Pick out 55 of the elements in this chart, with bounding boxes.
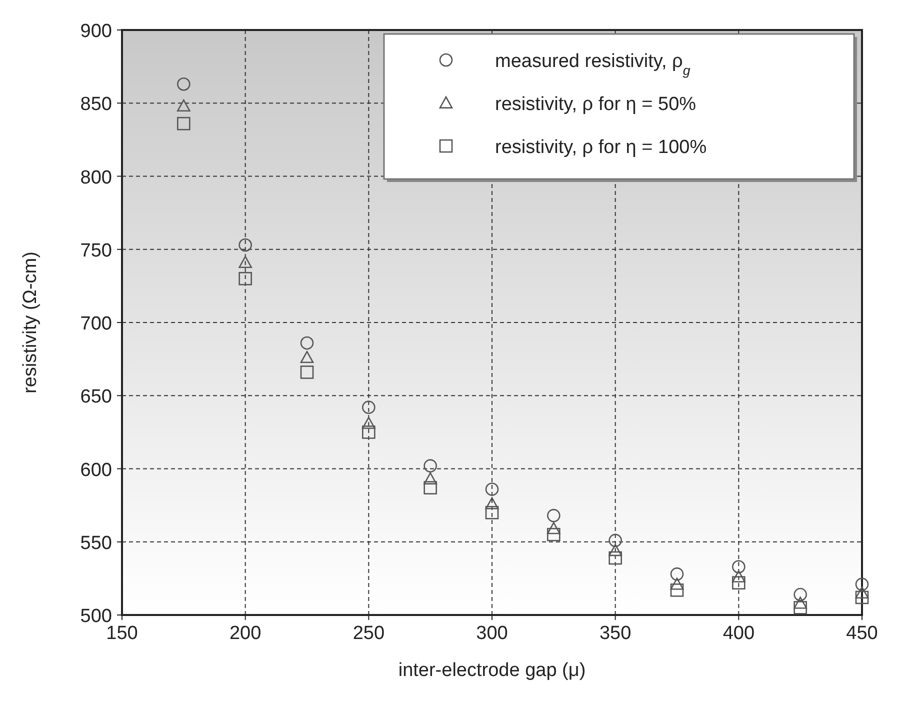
legend-label: resistivity, ρ for η = 50% bbox=[495, 94, 696, 115]
point bbox=[362, 416, 376, 429]
point bbox=[362, 426, 376, 439]
point bbox=[300, 336, 314, 350]
point bbox=[547, 528, 560, 542]
point bbox=[424, 481, 437, 494]
point bbox=[608, 544, 622, 556]
y-axis-title: resistivity (Ω-cm) bbox=[20, 252, 41, 394]
point bbox=[732, 570, 746, 582]
y-tick-label: 800 bbox=[80, 167, 112, 188]
x-tick-label: 200 bbox=[229, 623, 262, 644]
point bbox=[362, 400, 376, 414]
y-tick-label: 700 bbox=[80, 314, 112, 334]
y-tick-label: 550 bbox=[80, 532, 112, 554]
point bbox=[732, 576, 746, 590]
point bbox=[794, 601, 807, 614]
x-tick-label: 350 bbox=[599, 623, 632, 644]
y-tick-label: 600 bbox=[80, 460, 112, 481]
x-tick-label: 400 bbox=[722, 623, 755, 644]
point bbox=[238, 272, 252, 286]
legend-label: measured resistivity, ρ$_{g}$ bbox=[495, 51, 691, 78]
point bbox=[424, 459, 437, 472]
point bbox=[670, 583, 684, 597]
point bbox=[855, 590, 869, 604]
point bbox=[485, 497, 499, 510]
x-tick-label: 300 bbox=[476, 623, 508, 644]
point bbox=[670, 567, 684, 581]
point bbox=[300, 366, 314, 379]
point bbox=[300, 350, 314, 364]
point bbox=[855, 578, 869, 591]
point bbox=[794, 588, 807, 602]
legend-label: resistivity, ρ for η = 100% bbox=[495, 137, 707, 158]
point bbox=[485, 482, 499, 496]
point bbox=[177, 77, 190, 91]
point bbox=[855, 586, 869, 599]
point bbox=[238, 238, 252, 252]
point bbox=[547, 508, 560, 522]
y-tick-label: 650 bbox=[80, 386, 112, 408]
point bbox=[238, 256, 252, 268]
y-tick-label: 850 bbox=[80, 94, 112, 116]
point bbox=[608, 534, 622, 548]
x-axis-title: inter-electrode gap (μ) bbox=[398, 660, 586, 681]
point bbox=[177, 116, 190, 130]
point bbox=[485, 506, 499, 520]
point bbox=[732, 560, 746, 574]
point bbox=[547, 522, 560, 534]
y-tick-label: 750 bbox=[80, 240, 112, 262]
point bbox=[177, 99, 190, 112]
x-tick-label: 250 bbox=[352, 623, 385, 644]
x-tick-label: 450 bbox=[846, 623, 878, 644]
point bbox=[670, 578, 684, 590]
point bbox=[608, 551, 622, 565]
point bbox=[424, 472, 437, 484]
y-tick-label: 900 bbox=[80, 21, 112, 42]
point bbox=[794, 596, 807, 609]
